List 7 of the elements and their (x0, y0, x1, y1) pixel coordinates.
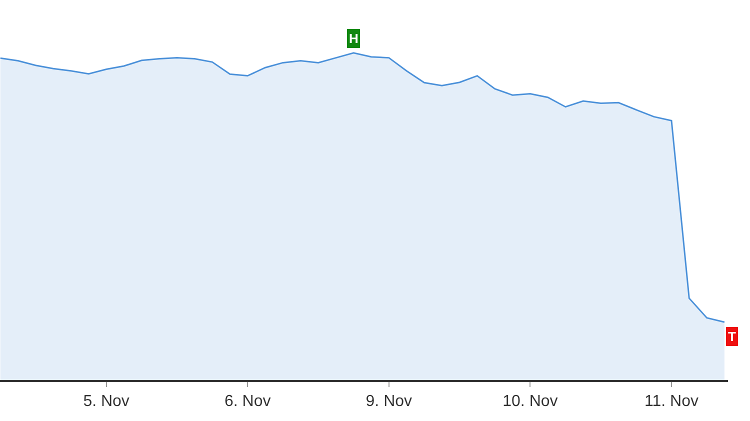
annotation: T (728, 329, 736, 344)
x-tick-label: 6. Nov (224, 393, 271, 410)
x-tick-label: 5. Nov (83, 393, 130, 410)
x-tick-label: 11. Nov (644, 393, 698, 410)
x-tick-label: 10. Nov (502, 393, 558, 410)
x-tick-label: 9. Nov (366, 393, 412, 410)
text: H (349, 31, 358, 46)
